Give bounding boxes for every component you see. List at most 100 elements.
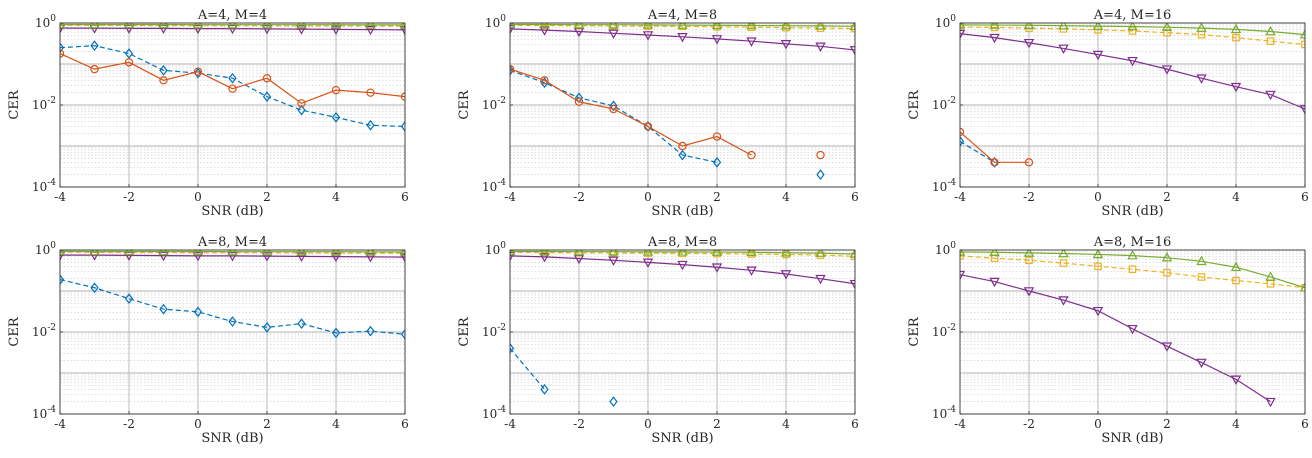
data-point-purple: [849, 46, 855, 56]
data-point-yellow: [1232, 276, 1240, 285]
data-point-yellow: [1163, 268, 1171, 277]
data-point-green: [746, 250, 757, 257]
data-point-purple: [849, 279, 855, 290]
data-point-blue: [297, 318, 306, 330]
data-point-green: [1230, 23, 1242, 34]
data-point-yellow: [1232, 33, 1240, 42]
data-point-green: [1230, 261, 1242, 272]
x-tick-label: 6: [1301, 190, 1309, 204]
y-tick-label: 100: [35, 241, 56, 257]
data-point-orange: [574, 97, 584, 106]
y-tick-label: 100: [485, 241, 506, 257]
x-tick-label: 2: [263, 190, 271, 204]
data-point-purple: [711, 263, 723, 273]
data-point-green: [711, 250, 723, 256]
series-group: [60, 250, 405, 340]
data-point-purple: [1092, 50, 1104, 61]
series-group: [960, 250, 1305, 408]
data-point-green: [399, 250, 405, 256]
x-axis-label: SNR (dB): [651, 204, 713, 219]
series-line-green: [960, 251, 1305, 289]
data-point-purple: [815, 274, 826, 285]
y-tick-label: 10-2: [932, 323, 956, 339]
data-point-green: [1265, 271, 1276, 281]
data-point-purple: [1196, 358, 1207, 369]
data-point-green: [849, 23, 855, 31]
subplot-5: -4 -2 0 2 4 6 10-4 10-2 100 A=8, M=8 SNR (dB) CER: [457, 235, 859, 446]
series-line-yellow: [960, 26, 1305, 46]
x-tick-label: -2: [573, 417, 585, 431]
data-point-green: [989, 250, 1000, 257]
data-point-orange: [712, 132, 722, 141]
x-tick-label: -4: [954, 190, 966, 204]
data-point-green: [1161, 252, 1173, 262]
y-tick-label: 10-4: [482, 178, 506, 194]
data-point-green: [815, 23, 826, 30]
data-point-orange: [510, 64, 515, 74]
data-point-purple: [365, 253, 376, 263]
data-point-green: [849, 250, 855, 258]
data-point-purple: [60, 251, 66, 261]
data-point-blue: [193, 306, 203, 318]
x-tick-label: 6: [401, 417, 409, 431]
x-tick-label: 4: [332, 417, 340, 431]
x-tick-label: 0: [1094, 190, 1102, 204]
x-tick-label: -2: [123, 417, 135, 431]
x-tick-label: -4: [504, 417, 516, 431]
y-tick-label: 10-2: [32, 96, 56, 112]
x-axis-label: SNR (dB): [201, 204, 263, 219]
data-point-green: [642, 23, 654, 29]
data-point-blue: [90, 282, 99, 294]
data-point-green: [608, 23, 619, 29]
data-point-green: [642, 250, 654, 256]
data-point-blue: [678, 149, 687, 161]
data-point-green: [539, 250, 550, 256]
data-point-orange: [193, 67, 203, 76]
data-point-purple: [1299, 105, 1305, 115]
data-point-green: [123, 250, 135, 256]
data-point-blue: [816, 169, 825, 181]
y-axis-label: CER: [907, 89, 922, 119]
data-point-purple: [399, 26, 405, 36]
data-point-purple: [123, 251, 135, 262]
x-tick-label: 4: [1232, 190, 1240, 204]
data-point-green: [746, 23, 757, 30]
data-point-purple: [60, 24, 66, 34]
y-tick-label: 10-2: [482, 96, 506, 112]
series-group: [510, 23, 855, 181]
subplot-title: A=8, M=4: [197, 235, 267, 250]
data-point-green: [158, 23, 169, 29]
subplot-6: -4 -2 0 2 4 6 10-4 10-2 100 A=8, M=16 SNR (dB) CER: [907, 235, 1309, 446]
data-point-green: [1265, 25, 1276, 36]
data-point-green: [1023, 23, 1035, 30]
data-point-green: [677, 23, 688, 29]
data-point-orange: [609, 104, 618, 114]
data-point-blue: [297, 104, 306, 116]
x-tick-label: -2: [573, 190, 585, 204]
data-point-blue: [262, 91, 272, 103]
x-axis-label: SNR (dB): [201, 431, 263, 446]
data-point-purple: [330, 252, 342, 263]
data-point-purple: [746, 266, 757, 276]
series-line-purple: [510, 255, 855, 285]
data-point-purple: [539, 26, 550, 36]
data-point-purple: [1196, 74, 1207, 84]
data-point-yellow: [1128, 27, 1137, 35]
data-point-green: [1127, 23, 1138, 31]
data-point-green: [330, 250, 342, 256]
data-point-purple: [1023, 38, 1035, 49]
data-point-green: [1127, 250, 1138, 260]
data-point-blue: [124, 48, 134, 59]
data-point-blue: [712, 156, 722, 168]
data-point-yellow: [1301, 40, 1305, 49]
data-point-yellow: [1094, 262, 1102, 271]
data-point-orange: [228, 84, 237, 93]
data-point-blue: [400, 328, 405, 340]
data-point-green: [227, 23, 238, 29]
data-point-purple: [227, 252, 238, 262]
series-line-yellow: [510, 24, 855, 30]
subplot-2: -4 -2 0 2 4 6 10-4 10-2 100 A=4, M=8 SNR (dB) CER: [457, 8, 859, 219]
series-line-orange: [960, 131, 1029, 163]
data-point-orange: [540, 76, 549, 85]
data-point-purple: [960, 270, 966, 281]
